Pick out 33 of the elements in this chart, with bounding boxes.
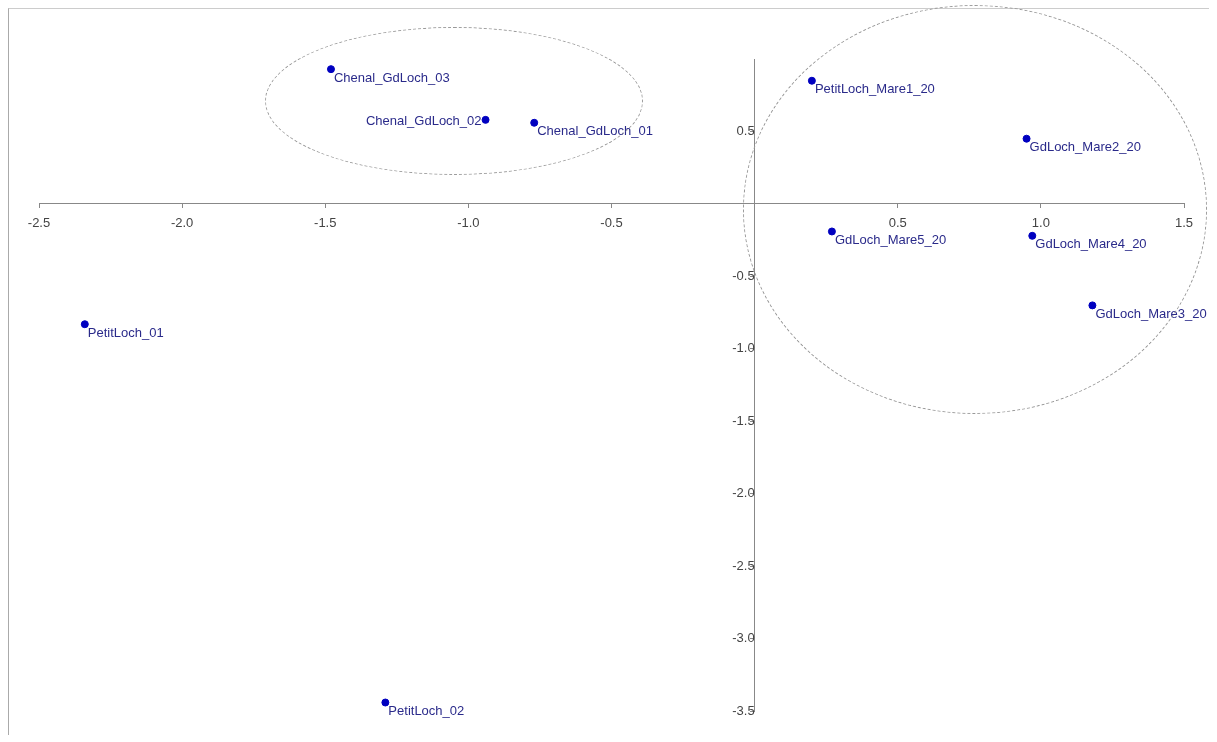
point — [80, 320, 89, 329]
annotation: GdLoch_Mare2_20 — [1029, 139, 1141, 155]
point — [530, 118, 539, 127]
annotation: PetitLoch_02 — [388, 703, 465, 719]
annotation: Chenal_GdLoch_02 — [365, 113, 482, 129]
point — [381, 698, 390, 707]
y-tick-label: -1.5 — [732, 412, 755, 428]
point — [827, 227, 836, 236]
annotation: Chenal_GdLoch_01 — [537, 123, 653, 139]
annotation: GdLoch_Mare4_20 — [1035, 236, 1147, 252]
x-tick-label: -2.0 — [170, 215, 194, 231]
y-tick-label: -3.5 — [732, 702, 755, 718]
annotation: PetitLoch_01 — [87, 324, 164, 340]
x-tick-label: -2.5 — [27, 215, 51, 231]
x-tick-label: 1.5 — [1174, 215, 1194, 231]
y-tick-label: -2.5 — [732, 557, 755, 573]
annotation: Chenal_GdLoch_03 — [333, 69, 450, 85]
annotation: GdLoch_Mare5_20 — [834, 232, 947, 248]
y-tick-label: 0.5 — [736, 123, 755, 139]
x-tick-label: -1.5 — [314, 215, 337, 231]
x-tick-label: -0.5 — [600, 215, 623, 231]
annotation: PetitLoch_Mare1_20 — [814, 81, 935, 97]
point — [1022, 134, 1031, 143]
point — [481, 115, 490, 124]
point — [807, 76, 816, 85]
point — [326, 65, 335, 74]
x-tick-label: 1.0 — [1031, 215, 1050, 231]
x-tick-label: -1.0 — [457, 215, 480, 231]
x-tick-label: 0.5 — [888, 215, 907, 231]
annotation: GdLoch_Mare3_20 — [1095, 305, 1207, 321]
point — [1028, 231, 1037, 240]
point — [1088, 301, 1097, 310]
y-tick-label: -0.5 — [732, 267, 755, 283]
